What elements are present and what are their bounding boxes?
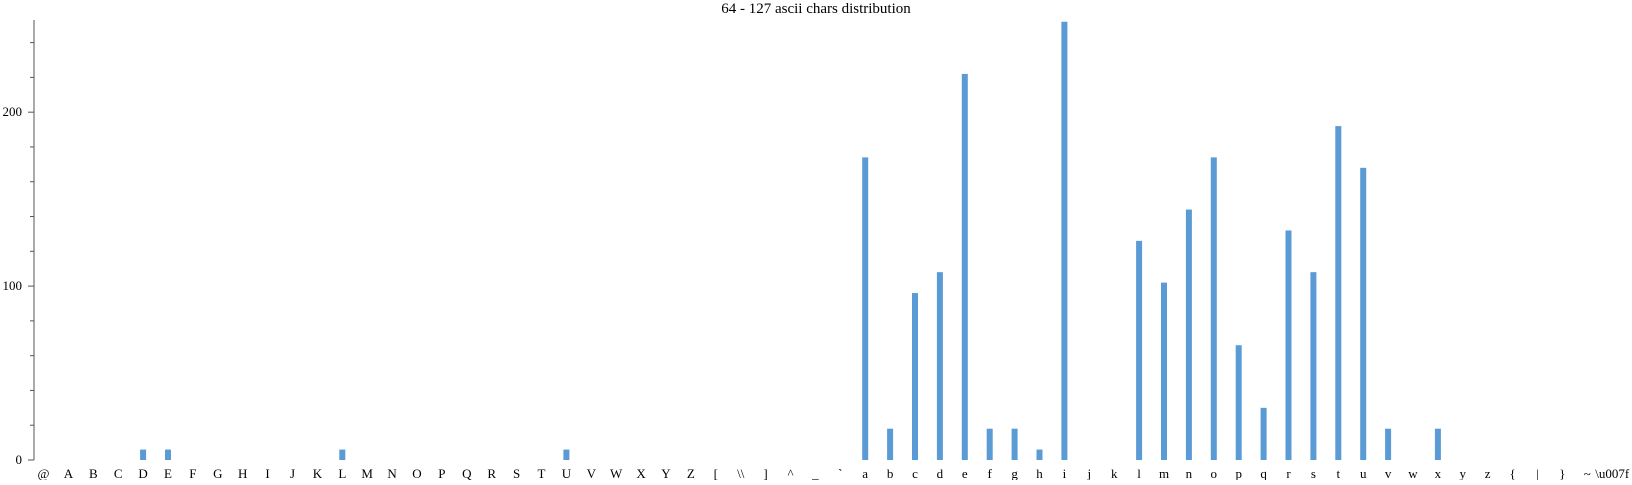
x-tick-label: l: [1137, 466, 1141, 480]
x-tick-label: P: [438, 466, 445, 480]
bar: [1335, 126, 1342, 460]
bar: [1310, 272, 1317, 460]
x-tick-label: S: [513, 466, 520, 480]
x-tick-label: m: [1159, 466, 1169, 480]
x-tick-label: b: [887, 466, 894, 480]
bar: [1360, 167, 1367, 460]
x-tick-label: D: [138, 466, 147, 480]
x-tick-label: y: [1460, 466, 1467, 480]
x-tick-label: ]: [763, 466, 767, 480]
x-tick-label: `: [838, 466, 842, 480]
bar: [1161, 282, 1167, 460]
x-axis-labels: @ A B C D E F G H I J K L M N O P Q R S T U V W X Y Z [ \\] ^ _ ` a b c d e f…: [38, 466, 1630, 481]
x-tick-label: N: [387, 466, 397, 480]
bar: [1136, 240, 1143, 460]
x-tick-label: @: [38, 466, 50, 480]
x-tick-label: d: [937, 466, 944, 480]
bar: [563, 449, 570, 460]
x-tick-label: ^: [787, 466, 793, 480]
x-tick-label: _: [811, 466, 819, 480]
x-tick-label: B: [89, 466, 98, 480]
y-tick-label: 100: [3, 278, 23, 293]
x-tick-label: X: [636, 466, 646, 480]
x-tick-label: s: [1311, 466, 1316, 480]
bar: [1210, 157, 1217, 461]
x-tick-label: i: [1063, 466, 1067, 480]
x-tick-label: g: [1011, 466, 1018, 480]
x-tick-label: \u007f: [1595, 466, 1630, 480]
x-tick-label: |: [1536, 466, 1539, 480]
bar: [986, 428, 993, 460]
bars: [140, 21, 1441, 461]
x-tick-label: Y: [661, 466, 671, 480]
x-tick-label: {: [1509, 466, 1515, 480]
x-tick-label: I: [265, 466, 269, 480]
x-tick-label: H: [238, 466, 247, 480]
x-tick-label: e: [962, 466, 968, 480]
x-tick-label: [: [714, 466, 718, 480]
x-tick-label: o: [1211, 466, 1218, 480]
x-tick-label: J: [290, 466, 295, 480]
x-tick-label: A: [64, 466, 74, 480]
bar: [1036, 449, 1043, 460]
x-tick-label: f: [988, 466, 993, 480]
x-tick-label: p: [1235, 466, 1242, 480]
x-tick-label: z: [1485, 466, 1491, 480]
x-tick-label: O: [412, 466, 421, 480]
bar: [887, 428, 894, 460]
bar: [1235, 345, 1242, 460]
bar: [1011, 428, 1018, 460]
x-tick-label: M: [361, 466, 373, 480]
bar: [339, 449, 346, 460]
x-tick-label: w: [1408, 466, 1418, 480]
bar: [912, 293, 918, 460]
x-tick-label: u: [1360, 466, 1367, 480]
bar: [961, 73, 968, 461]
x-tick-label: x: [1435, 466, 1442, 480]
bar: [1285, 230, 1292, 460]
x-tick-label: a: [862, 466, 868, 480]
bar: [1260, 407, 1267, 460]
x-tick-label: t: [1336, 466, 1340, 480]
x-tick-label: F: [189, 466, 196, 480]
x-tick-label: K: [313, 466, 323, 480]
x-tick-label: Z: [687, 466, 695, 480]
bar: [1061, 21, 1068, 460]
bar: [165, 449, 171, 460]
bar: [1434, 428, 1441, 460]
x-tick-label: U: [562, 466, 572, 480]
x-tick-label: C: [114, 466, 123, 480]
x-tick-label: j: [1086, 466, 1091, 480]
x-tick-label: k: [1111, 466, 1118, 480]
x-tick-label: W: [610, 466, 623, 480]
x-tick-label: r: [1286, 466, 1291, 480]
y-tick-label: 200: [3, 104, 23, 119]
x-tick-label: c: [912, 466, 918, 480]
x-tick-label: q: [1260, 466, 1267, 480]
chart-title: 64 - 127 ascii chars distribution: [721, 1, 911, 17]
x-tick-label: R: [487, 466, 496, 480]
bar: [936, 272, 943, 460]
x-tick-label: E: [164, 466, 172, 480]
x-tick-label: ~: [1584, 466, 1591, 480]
bar: [140, 449, 147, 460]
x-tick-label: n: [1186, 466, 1193, 480]
bar: [862, 157, 869, 461]
x-tick-label: }: [1559, 466, 1565, 480]
y-tick-label: 0: [16, 452, 23, 467]
x-tick-label: T: [538, 466, 546, 480]
x-tick-label: L: [338, 466, 346, 480]
x-tick-label: \\: [737, 466, 745, 480]
bar: [1385, 428, 1392, 460]
x-tick-label: h: [1036, 466, 1043, 480]
x-tick-label: G: [213, 466, 222, 480]
bar: [1185, 209, 1192, 460]
y-axis: 0 100 200: [3, 20, 35, 467]
x-tick-label: Q: [462, 466, 472, 480]
x-tick-label: v: [1385, 466, 1392, 480]
x-tick-label: V: [587, 466, 597, 480]
